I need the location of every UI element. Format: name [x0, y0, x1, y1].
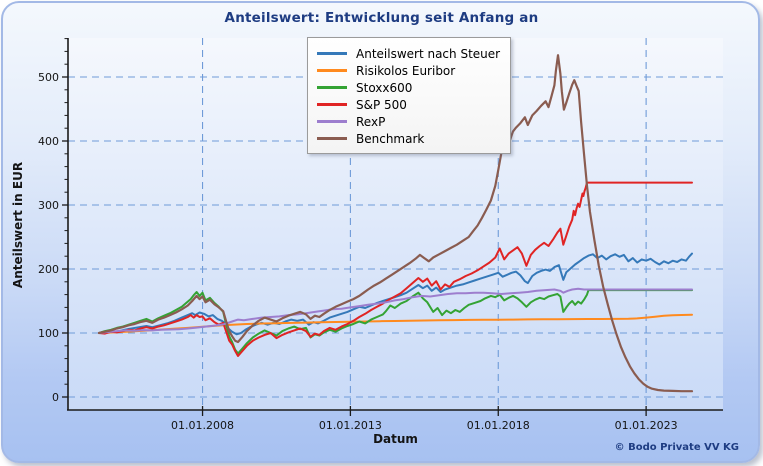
- y-tick-label: 100: [38, 327, 59, 340]
- legend-line-blue-icon: [317, 52, 347, 55]
- series-line-anteilswert-nach-steuer: [98, 252, 693, 336]
- series-line-rexp: [98, 287, 693, 334]
- chart-title: Anteilswert: Entwicklung seit Anfang an: [224, 10, 539, 26]
- series-line-stoxx600: [98, 289, 693, 355]
- legend-label: S&P 500: [356, 97, 407, 112]
- y-axis-title: Anteilswert in EUR: [11, 161, 25, 289]
- legend-item-rexp: RexP: [317, 113, 500, 130]
- legend-item-benchmark: Benchmark: [317, 130, 500, 147]
- legend-line-green-icon: [317, 86, 347, 89]
- legend-item-sp500: S&P 500: [317, 96, 500, 113]
- x-tick-label: 01.01.2018: [467, 419, 530, 432]
- x-tick-label: 01.01.2008: [171, 419, 234, 432]
- legend-label: Stoxx600: [356, 80, 413, 95]
- y-tick-label: 200: [38, 263, 59, 276]
- x-tick-label: 01.01.2023: [615, 419, 678, 432]
- series-line-benchmark: [97, 54, 694, 393]
- legend-item-euribor: Risikolos Euribor: [317, 62, 500, 79]
- legend-line-brown-icon: [317, 137, 347, 140]
- legend-item-anteilswert: Anteilswert nach Steuer: [317, 45, 500, 62]
- copyright-label: © Bodo Private VV KG: [614, 442, 739, 453]
- legend-label: RexP: [356, 114, 386, 129]
- y-tick-label: 400: [38, 135, 59, 148]
- x-axis-title: Datum: [373, 432, 418, 446]
- y-tick-label: 500: [38, 71, 59, 84]
- legend-line-red-icon: [317, 103, 347, 106]
- legend-line-purple-icon: [317, 120, 347, 123]
- series-line-s-p-500: [98, 181, 693, 357]
- legend-label: Anteilswert nach Steuer: [356, 46, 501, 61]
- y-tick-label: 300: [38, 199, 59, 212]
- y-tick-label: 0: [52, 391, 59, 404]
- legend-label: Benchmark: [356, 131, 425, 146]
- legend-label: Risikolos Euribor: [356, 63, 456, 78]
- legend-item-stoxx600: Stoxx600: [317, 79, 500, 96]
- chart-legend: Anteilswert nach Steuer Risikolos Euribo…: [307, 37, 512, 154]
- legend-line-orange-icon: [317, 69, 347, 72]
- x-tick-label: 01.01.2013: [319, 419, 382, 432]
